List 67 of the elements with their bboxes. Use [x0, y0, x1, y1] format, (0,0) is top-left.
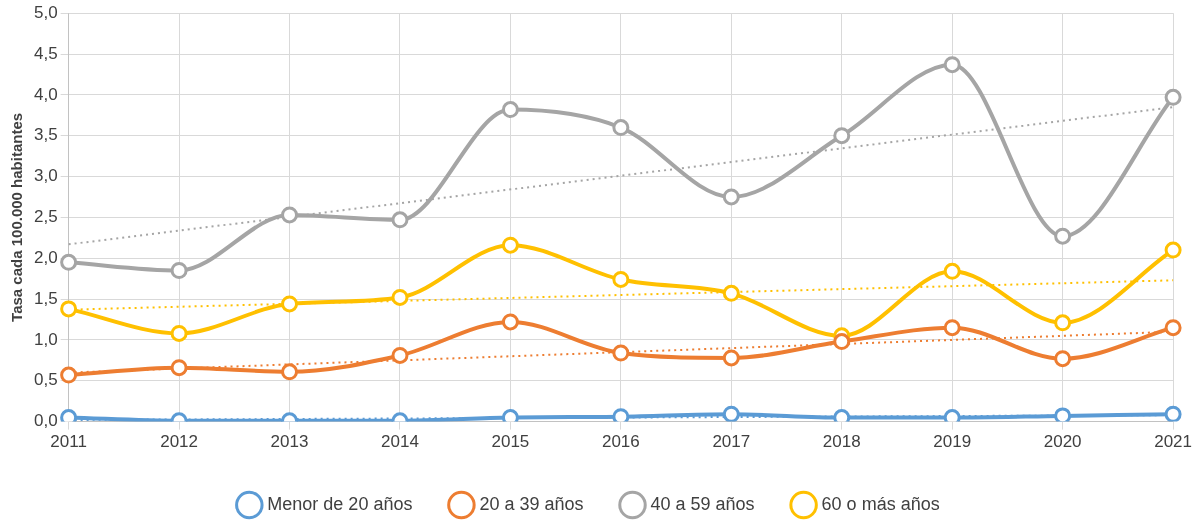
point: [170, 359, 188, 377]
point: [722, 284, 740, 302]
y-tick-label: 2,5: [33, 207, 58, 227]
point: [170, 261, 188, 279]
point: [1164, 405, 1182, 422]
point: [943, 56, 961, 74]
legend-label: 20 a 39 años: [479, 493, 584, 514]
legend-label: 60 o más años: [821, 493, 940, 514]
x-tick-label: 2017: [712, 432, 751, 452]
y-tick-label: 4,0: [33, 84, 58, 104]
point: [1164, 88, 1182, 106]
point: [833, 127, 851, 145]
point: [391, 211, 409, 229]
point: [1054, 407, 1072, 422]
point: [501, 236, 519, 254]
point: [501, 409, 519, 422]
x-tick-label: 2019: [933, 432, 972, 452]
point: [281, 295, 299, 313]
y-tick-label: 1,5: [33, 288, 58, 308]
y-tick-label: 1,0: [33, 329, 58, 349]
point: [612, 344, 630, 362]
legend-label: 40 a 59 años: [650, 493, 755, 514]
x-tick-label: 2014: [381, 432, 419, 452]
x-tick-label: 2020: [1043, 432, 1082, 452]
point: [612, 270, 630, 288]
point: [943, 262, 961, 280]
y-tick-label: 2,0: [33, 247, 58, 267]
y-tick-label: 3,0: [33, 166, 58, 186]
point: [170, 324, 188, 342]
point: [501, 313, 519, 331]
x-tick-label: 2012: [160, 432, 198, 452]
point: [1054, 227, 1072, 245]
y-tick-label: 3,5: [33, 125, 58, 145]
y-tick-label: 4,5: [33, 43, 58, 63]
point: [281, 206, 299, 224]
point: [722, 405, 740, 422]
x-tick-label: 2011: [50, 432, 87, 452]
point: [1054, 314, 1072, 332]
y-tick-label: 0,0: [33, 411, 58, 431]
x-tick-label: 2013: [270, 432, 309, 452]
point: [1164, 319, 1182, 337]
point: [612, 408, 630, 422]
point: [60, 409, 78, 422]
point: [60, 253, 78, 271]
point: [833, 333, 851, 351]
point: [833, 409, 851, 422]
point: [722, 349, 740, 367]
point: [391, 346, 409, 364]
point: [943, 319, 961, 337]
point: [1054, 350, 1072, 368]
point: [391, 288, 409, 306]
point: [612, 119, 630, 137]
x-tick-label: 2016: [601, 432, 640, 452]
y-tick-label: 5,0: [33, 2, 58, 22]
point: [281, 363, 299, 381]
point: [60, 366, 78, 384]
point: [943, 409, 961, 422]
y-tick-label: 0,5: [33, 370, 58, 390]
legend-label: Menor de 20 años: [267, 493, 413, 514]
x-tick-label: 2021: [1154, 432, 1192, 452]
point: [501, 101, 519, 119]
x-tick-label: 2018: [822, 432, 861, 452]
point: [722, 188, 740, 206]
point: [1164, 241, 1182, 259]
y-axis-title: Tasa cada 100.000 habitantes: [8, 112, 26, 322]
point: [60, 300, 78, 318]
x-tick-label: 2015: [491, 432, 530, 452]
